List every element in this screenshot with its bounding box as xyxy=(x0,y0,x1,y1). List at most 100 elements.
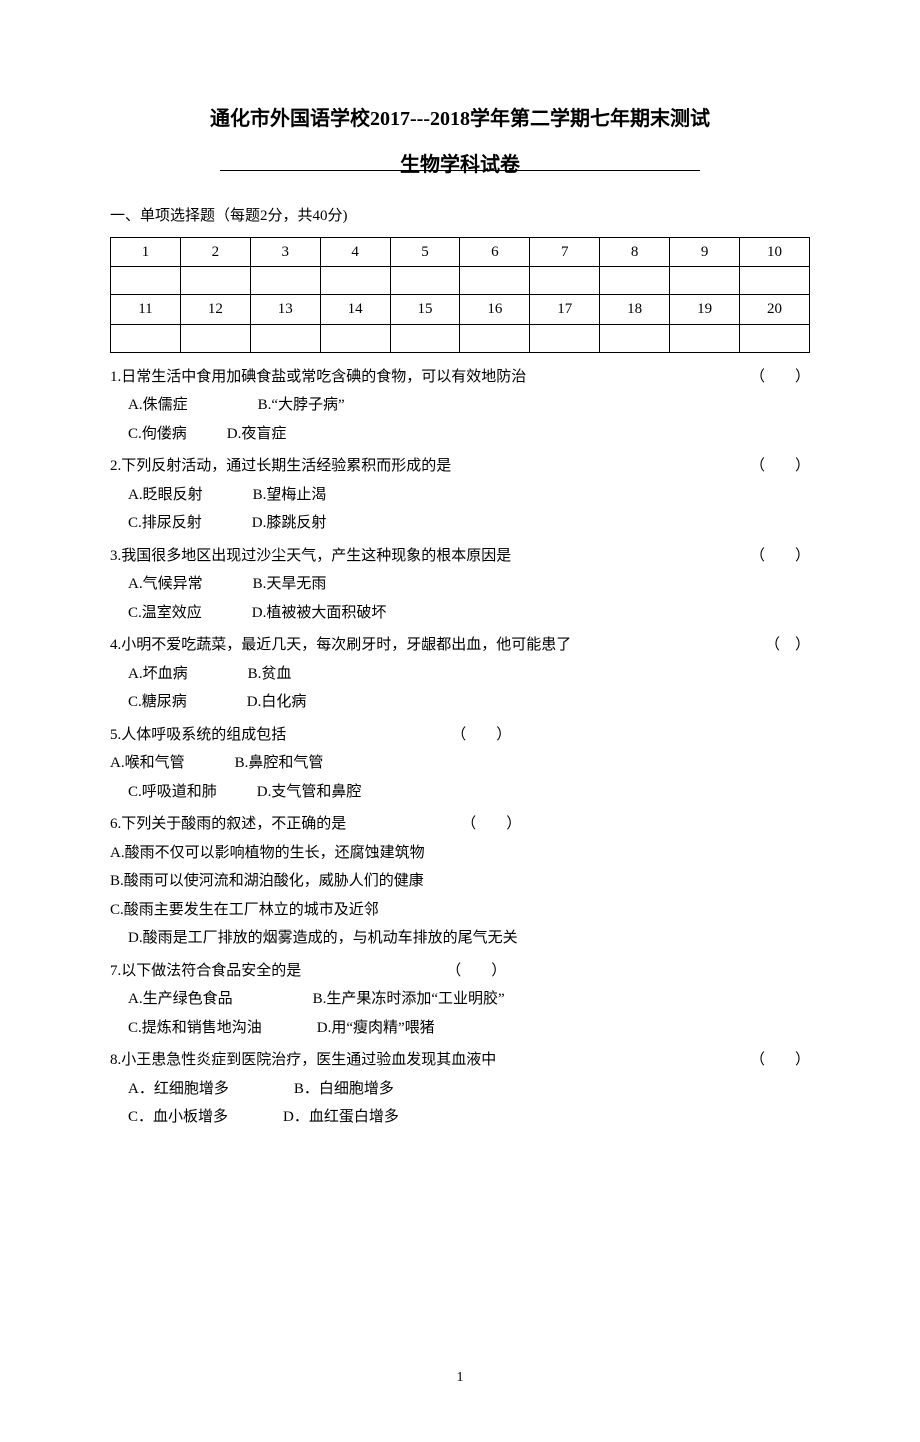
grid-cell: 19 xyxy=(670,295,740,325)
option: C.温室效应 xyxy=(128,605,202,621)
option: D．血红蛋白增多 xyxy=(283,1109,399,1125)
grid-cell-blank xyxy=(670,324,740,352)
option: D.用“瘦肉精”喂猪 xyxy=(317,1020,435,1036)
grid-cell: 3 xyxy=(250,237,320,267)
grid-cell: 11 xyxy=(111,295,181,325)
question-paren: （ ） xyxy=(750,363,810,392)
option-row: C.排尿反射D.膝跳反射 xyxy=(110,509,810,538)
option: A.眨眼反射 xyxy=(128,487,203,503)
page-number: 1 xyxy=(110,1365,810,1392)
grid-cell-blank xyxy=(111,324,181,352)
grid-cell-blank xyxy=(600,267,670,295)
grid-cell: 12 xyxy=(180,295,250,325)
option-row: C.温室效应 D.植被被大面积破坏 xyxy=(110,599,810,628)
question-line: 1.日常生活中食用加碘食盐或常吃含碘的食物，可以有效地防治（ ） xyxy=(110,363,810,392)
option: B.贫血 xyxy=(248,666,292,682)
grid-cell: 9 xyxy=(670,237,740,267)
option: D.支气管和鼻腔 xyxy=(257,784,362,800)
question-paren: （ ） xyxy=(446,963,506,979)
page-container: 通化市外国语学校2017---2018学年第二学期七年期末测试 生物学科试卷 一… xyxy=(110,100,810,1402)
option: C.佝偻病 xyxy=(128,426,187,442)
option-row: A．红细胞增多B．白细胞增多 xyxy=(110,1075,810,1104)
option: A.气候异常 xyxy=(128,576,203,592)
answer-grid: 1 2 3 4 5 6 7 8 9 10 11 12 13 14 15 16 1… xyxy=(110,237,810,353)
option: A.坏血病 xyxy=(128,666,188,682)
grid-row-blank-2 xyxy=(111,324,810,352)
option-row: C.呼吸道和肺 D.支气管和鼻腔 xyxy=(110,778,810,807)
option: A.喉和气管 xyxy=(110,755,185,771)
option: A.酸雨不仅可以影响植物的生长，还腐蚀建筑物 xyxy=(110,839,810,868)
option: A.侏儒症 xyxy=(128,397,188,413)
question-4: 4.小明不爱吃蔬菜，最近几天，每次刷牙时，牙龈都出血，他可能患了（ ）A.坏血病… xyxy=(110,631,810,717)
question-text: 1.日常生活中食用加碘食盐或常吃含碘的食物，可以有效地防治 xyxy=(110,363,750,392)
option: C．血小板增多 xyxy=(128,1109,228,1125)
grid-cell-blank xyxy=(320,267,390,295)
question-paren: （ ） xyxy=(750,1046,810,1075)
option-row: A.坏血病 B.贫血 xyxy=(110,660,810,689)
option: A．红细胞增多 xyxy=(128,1081,229,1097)
question-5: 5.人体呼吸系统的组成包括 （ ） A.喉和气管 B.鼻腔和气管 C.呼吸道和肺 D.支气… xyxy=(110,721,810,807)
option-row: C．血小板增多 D．血红蛋白增多 xyxy=(110,1103,810,1132)
option: C.呼吸道和肺 xyxy=(110,784,217,800)
question-line: 6.下列关于酸雨的叙述，不正确的是（ ） xyxy=(110,810,810,839)
question-text: 5.人体呼吸系统的组成包括 xyxy=(110,727,286,743)
grid-cell: 20 xyxy=(740,295,810,325)
option: B.望梅止渴 xyxy=(253,487,327,503)
question-paren: （ ） xyxy=(451,727,511,743)
grid-cell: 15 xyxy=(390,295,460,325)
top-underline xyxy=(220,170,700,171)
grid-cell-blank xyxy=(390,324,460,352)
grid-cell-blank xyxy=(460,324,530,352)
question-line: 3.我国很多地区出现过沙尘天气，产生这种现象的根本原因是（ ） xyxy=(110,542,810,571)
option: D.酸雨是工厂排放的烟雾造成的，与机动车排放的尾气无关 xyxy=(110,924,810,953)
question-8: 8.小王患急性炎症到医院治疗，医生通过验血发现其血液中（ ）A．红细胞增多B．白… xyxy=(110,1046,810,1132)
option-row: C.提炼和销售地沟油 D.用“瘦肉精”喂猪 xyxy=(110,1014,810,1043)
grid-cell: 8 xyxy=(600,237,670,267)
grid-cell: 2 xyxy=(180,237,250,267)
option: B.酸雨可以使河流和湖泊酸化，威胁人们的健康 xyxy=(110,867,810,896)
option: D.白化病 xyxy=(247,694,307,710)
option: C.提炼和销售地沟油 xyxy=(128,1020,262,1036)
grid-cell: 1 xyxy=(111,237,181,267)
grid-cell-blank xyxy=(670,267,740,295)
question-paren: （ ） xyxy=(765,631,810,660)
question-line: 2.下列反射活动，通过长期生活经验累积而形成的是（ ） xyxy=(110,452,810,481)
option: C.排尿反射 xyxy=(128,515,202,531)
option: A.生产绿色食品 xyxy=(128,991,233,1007)
grid-cell-blank xyxy=(250,324,320,352)
grid-row-blank-1 xyxy=(111,267,810,295)
question-3: 3.我国很多地区出现过沙尘天气，产生这种现象的根本原因是（ ） A.气候异常 B.天… xyxy=(110,542,810,628)
option-row: C.佝偻病 D.夜盲症 xyxy=(110,420,810,449)
option: B.生产果冻时添加“工业明胶” xyxy=(313,991,505,1007)
question-text: 8.小王患急性炎症到医院治疗，医生通过验血发现其血液中 xyxy=(110,1046,750,1075)
grid-cell-blank xyxy=(320,324,390,352)
question-2: 2.下列反射活动，通过长期生活经验累积而形成的是（ ） A.眨眼反射 B.望梅止渴 C… xyxy=(110,452,810,538)
grid-cell-blank xyxy=(740,324,810,352)
grid-cell-blank xyxy=(530,267,600,295)
option: D.植被被大面积破坏 xyxy=(252,605,387,621)
grid-cell-blank xyxy=(250,267,320,295)
section-header: 一、单项选择题（每题2分，共40分) xyxy=(110,202,810,231)
grid-cell: 7 xyxy=(530,237,600,267)
grid-cell: 16 xyxy=(460,295,530,325)
question-text: 4.小明不爱吃蔬菜，最近几天，每次刷牙时，牙龈都出血，他可能患了 xyxy=(110,631,765,660)
question-line: 5.人体呼吸系统的组成包括 （ ） xyxy=(110,721,810,750)
grid-cell: 17 xyxy=(530,295,600,325)
grid-cell-blank xyxy=(530,324,600,352)
grid-cell: 10 xyxy=(740,237,810,267)
grid-cell: 14 xyxy=(320,295,390,325)
option-row: C.糖尿病D.白化病 xyxy=(110,688,810,717)
grid-cell-blank xyxy=(740,267,810,295)
grid-cell-blank xyxy=(460,267,530,295)
grid-cell: 13 xyxy=(250,295,320,325)
question-paren: （ ） xyxy=(750,452,810,481)
question-text: 6.下列关于酸雨的叙述，不正确的是 xyxy=(110,816,346,832)
grid-cell-blank xyxy=(600,324,670,352)
grid-cell-blank xyxy=(180,324,250,352)
grid-row-numbers-2: 11 12 13 14 15 16 17 18 19 20 xyxy=(111,295,810,325)
option: D.夜盲症 xyxy=(227,426,287,442)
option: B.鼻腔和气管 xyxy=(235,755,324,771)
grid-cell: 6 xyxy=(460,237,530,267)
option: B.天旱无雨 xyxy=(253,576,327,592)
question-6: 6.下列关于酸雨的叙述，不正确的是（ ）A.酸雨不仅可以影响植物的生长，还腐蚀建… xyxy=(110,810,810,953)
